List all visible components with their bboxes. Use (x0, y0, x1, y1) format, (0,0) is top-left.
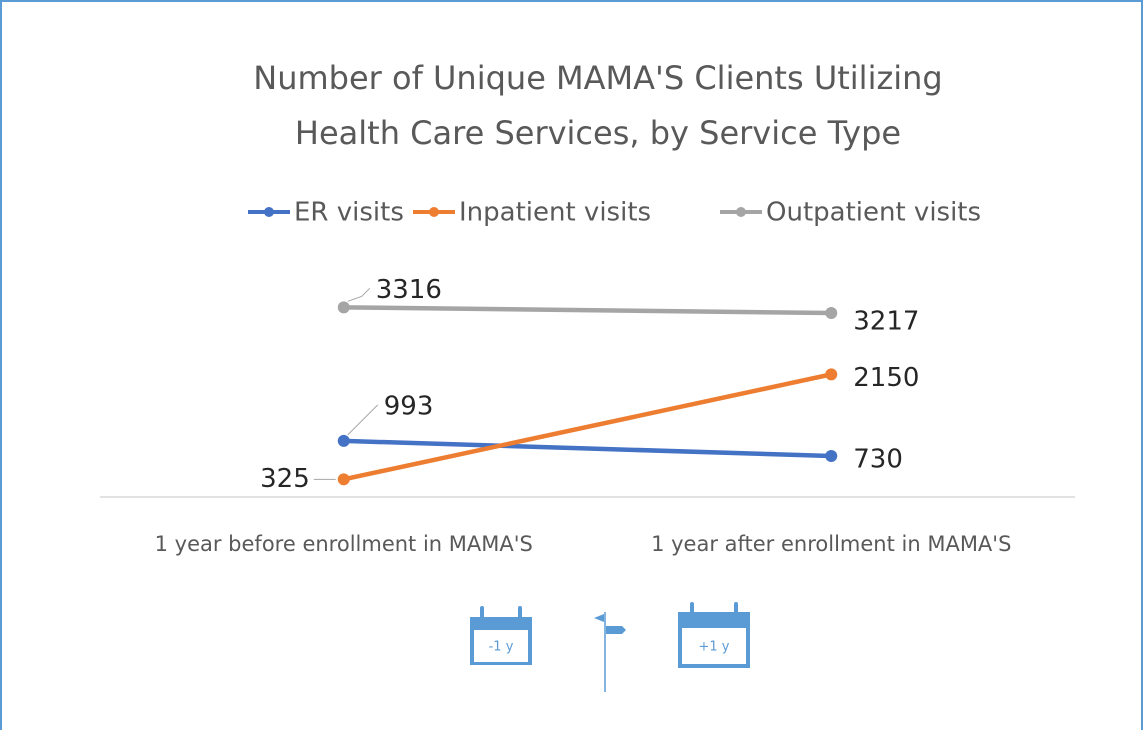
data-point (337, 434, 350, 447)
x-tick-label: 1 year before enrollment in MAMA'S (155, 532, 533, 556)
x-tick-label: 1 year after enrollment in MAMA'S (651, 532, 1011, 556)
legend-label: Inpatient visits (459, 198, 651, 228)
data-label: 325 (260, 464, 310, 494)
icon-label: -1 y (489, 640, 514, 655)
series-line (343, 438, 832, 459)
data-point (337, 301, 350, 314)
icons (470, 602, 750, 692)
data-point (825, 368, 838, 381)
leader-line (347, 404, 379, 436)
data-point (825, 307, 838, 320)
legend-label: ER visits (294, 198, 404, 228)
data-label: 2150 (853, 363, 919, 393)
data-label: 3316 (376, 275, 442, 305)
icon-label: +1 y (699, 640, 730, 655)
calendar-body (474, 630, 528, 662)
data-point (825, 450, 838, 463)
leader-line (347, 287, 371, 302)
legend-marker (736, 207, 746, 217)
series-line (343, 305, 832, 316)
series-line (343, 372, 832, 482)
data-label: 3217 (853, 307, 919, 337)
chart-title: Number of Unique MAMA'S Clients Utilizin… (253, 59, 942, 97)
legend-label: Outpatient visits (766, 198, 981, 228)
data-label: 730 (853, 445, 903, 475)
calendar-body (682, 628, 746, 664)
data-point (337, 473, 350, 486)
legend-marker (429, 207, 439, 217)
data-label: 993 (384, 391, 434, 421)
legend-marker (264, 207, 274, 217)
signpost-signs (594, 614, 626, 634)
chart-title: Health Care Services, by Service Type (295, 114, 901, 152)
